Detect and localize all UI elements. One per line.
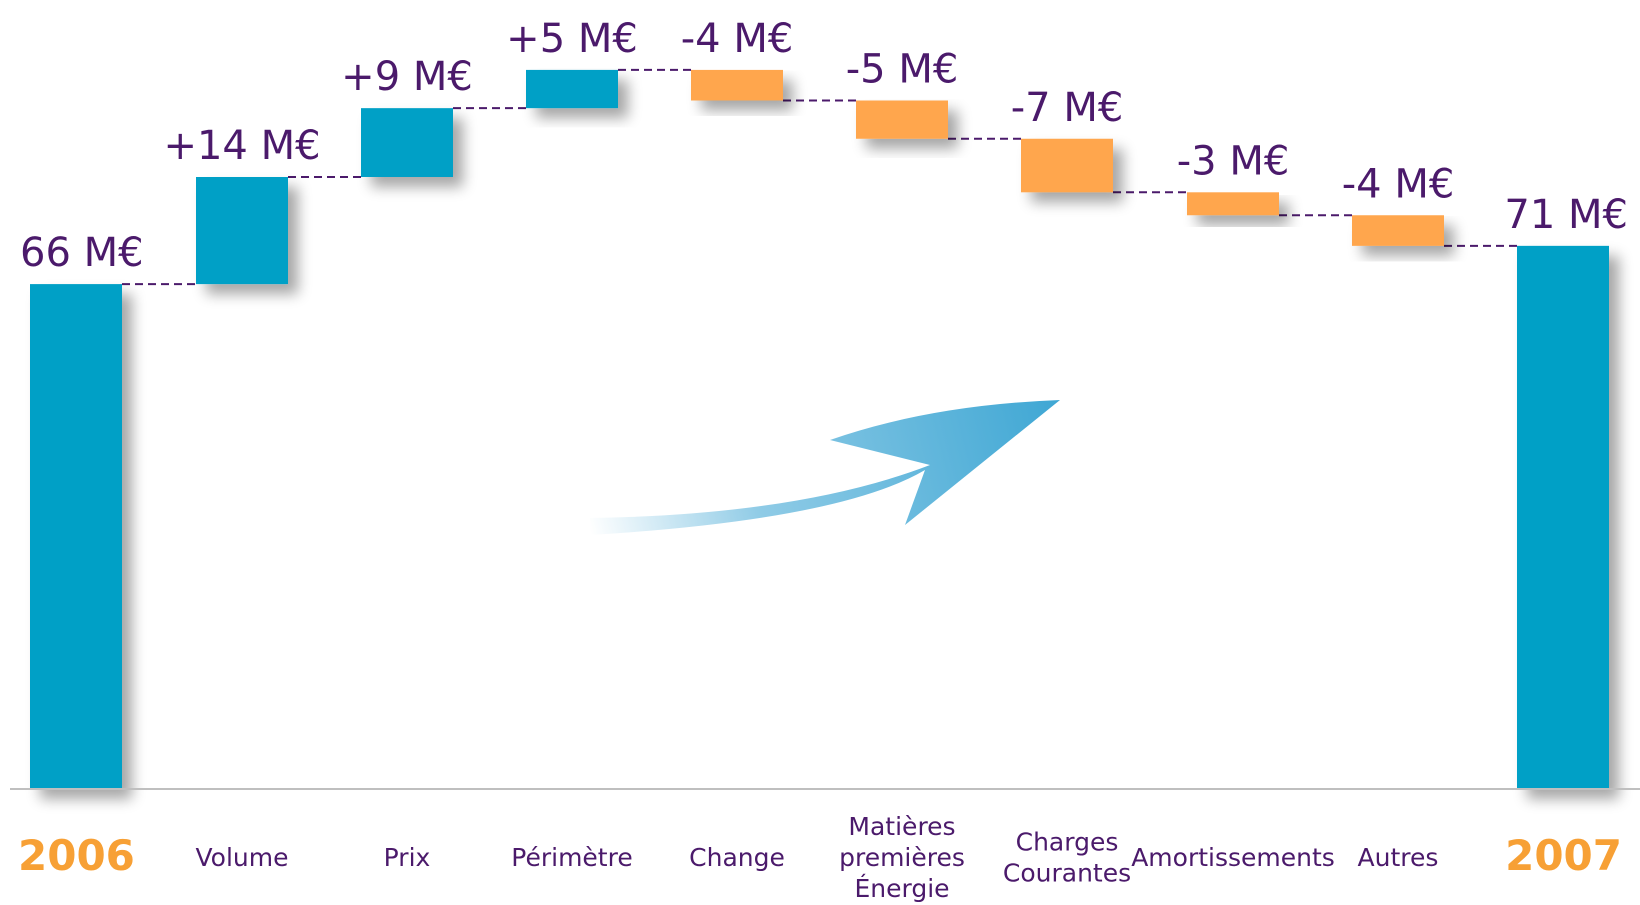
data-label: -5 M€ <box>846 47 959 93</box>
category-label: Change <box>689 843 785 872</box>
category-label-line: Matières <box>848 812 955 841</box>
increase-bar <box>361 108 453 177</box>
decrease-bar <box>1352 215 1444 246</box>
category-label-line: Autres <box>1358 843 1439 872</box>
category-label: Charges Courantes <box>1003 828 1131 888</box>
data-label: -3 M€ <box>1177 138 1290 184</box>
category-label-line: premières <box>839 843 965 872</box>
data-label: +9 M€ <box>341 54 473 100</box>
increase-bar <box>196 177 288 285</box>
data-label: -7 M€ <box>1011 85 1124 131</box>
data-label: +5 M€ <box>506 16 638 62</box>
increase-bar <box>526 69 618 109</box>
data-label: 71 M€ <box>1504 192 1628 238</box>
data-label: 66 M€ <box>20 230 144 276</box>
category-label-line: Charges <box>1016 828 1119 857</box>
category-label-line: Prix <box>384 843 431 872</box>
category-label-line: Périmètre <box>511 843 632 872</box>
category-label: Autres <box>1358 843 1439 872</box>
decrease-bar <box>691 69 783 101</box>
decrease-bar <box>1187 192 1279 216</box>
total-bar <box>30 284 122 789</box>
category-label: Volume <box>196 843 289 872</box>
category-label-line: Énergie <box>854 874 949 903</box>
category-label: Prix <box>384 843 431 872</box>
decrease-bar <box>1021 138 1113 193</box>
category-label: Périmètre <box>511 843 632 872</box>
category-label-line: Courantes <box>1003 859 1131 888</box>
data-label: +14 M€ <box>163 123 320 169</box>
category-label-line: Amortissements <box>1131 843 1335 872</box>
category-label-line: Change <box>689 843 785 872</box>
category-label: Matières premières Énergie <box>839 812 965 903</box>
category-label: Amortissements <box>1131 843 1335 872</box>
upward-curved-arrow-icon <box>590 400 1060 535</box>
year-label: 2006 <box>18 831 135 880</box>
data-label: -4 M€ <box>681 16 794 62</box>
decrease-bar <box>856 100 948 139</box>
data-label: -4 M€ <box>1342 161 1455 207</box>
year-label: 2007 <box>1505 831 1622 880</box>
category-label-line: Volume <box>196 843 289 872</box>
total-bar <box>1517 245 1609 790</box>
